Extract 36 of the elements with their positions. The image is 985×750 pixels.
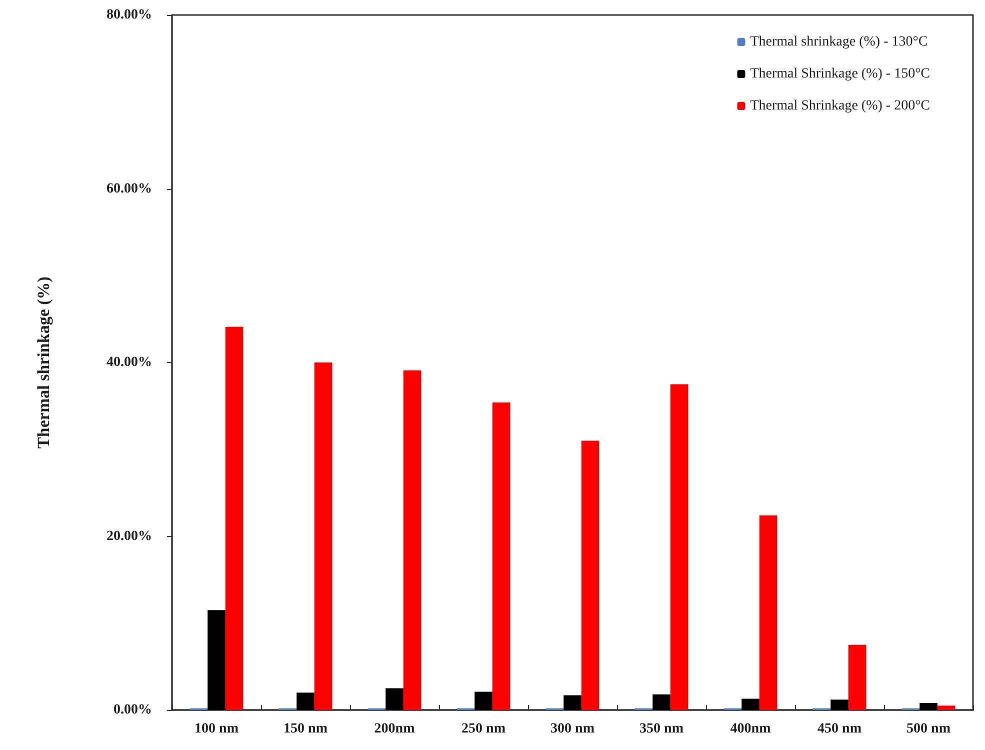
- y-tick-label: 40.00%: [106, 355, 152, 370]
- x-tick-label: 150 nm: [284, 722, 328, 736]
- x-tick-label: 350 nm: [640, 722, 684, 736]
- bar: [920, 703, 938, 710]
- y-tick-label: 80.00%: [106, 8, 152, 22]
- bar: [848, 644, 866, 710]
- bar: [225, 326, 244, 710]
- x-tick-label: 400nm: [730, 722, 772, 736]
- x-tick-label: 250 nm: [462, 722, 506, 736]
- legend-label: Thermal Shrinkage (%) - 200°C: [750, 98, 930, 114]
- bar: [581, 440, 600, 710]
- x-tick-label: 500 nm: [906, 722, 951, 736]
- bar: [492, 402, 510, 710]
- y-axis-title: Thermal shrinkage (%): [34, 276, 53, 448]
- bar: [564, 695, 582, 710]
- legend-label: Thermal Shrinkage (%) - 150°C: [750, 66, 930, 82]
- x-tick-label: 450 nm: [818, 722, 862, 736]
- bar: [296, 692, 314, 710]
- x-tick-label: 300 nm: [550, 722, 595, 736]
- bar: [474, 692, 492, 710]
- bar: [403, 370, 422, 710]
- y-tick-label: 60.00%: [106, 181, 152, 196]
- bar: [208, 610, 226, 710]
- bar: [937, 706, 956, 710]
- bar: [314, 362, 332, 710]
- bar: [652, 694, 670, 710]
- y-tick-label: 20.00%: [106, 528, 152, 544]
- bar: [670, 384, 688, 710]
- legend-label: Thermal shrinkage (%) - 130°C: [750, 34, 928, 50]
- y-tick-label: 0.00%: [114, 702, 152, 718]
- bar: [830, 700, 848, 710]
- x-tick-label: 100 nm: [194, 722, 239, 736]
- bar: [759, 515, 778, 710]
- x-tick-label: 200nm: [374, 722, 416, 736]
- bar: [742, 698, 760, 710]
- bar: [386, 688, 404, 710]
